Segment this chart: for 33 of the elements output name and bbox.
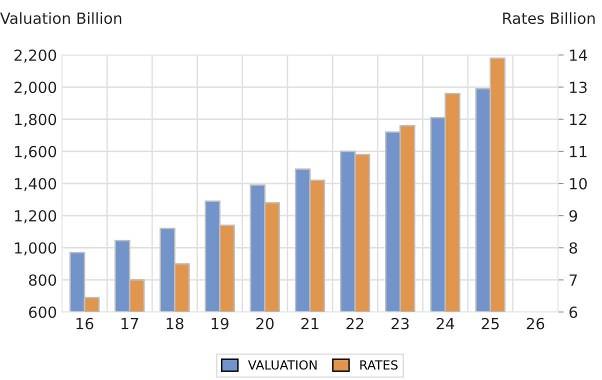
x-tick-label: 25 — [482, 318, 499, 330]
y2-tick-label: 14 — [570, 50, 587, 61]
y-axis-title: Valuation Billion — [0, 12, 122, 24]
y2-tick-label: 11 — [570, 146, 586, 158]
y2-tick-label: 8 — [569, 242, 578, 254]
y-tick-label: 600 — [29, 306, 56, 318]
y2-tick-label: 7 — [570, 274, 577, 286]
legend-label: VALUATION — [248, 360, 317, 370]
x-tick-label: 24 — [436, 318, 454, 330]
y2-axis-title: Rates Billion — [503, 12, 595, 24]
legend-label: RATES — [360, 360, 398, 370]
y-tick-label: 2,200 — [14, 49, 56, 63]
x-tick-label: 21 — [301, 318, 318, 330]
y-tick-label: 1,000 — [15, 242, 56, 256]
y2-tick-label: 6 — [569, 306, 578, 318]
x-tick-label: 22 — [346, 318, 364, 330]
y-tick-label: 1,400 — [15, 178, 56, 192]
x-tick-label: 16 — [76, 318, 94, 330]
y2-tick-label: 13 — [570, 82, 587, 94]
x-tick-label: 17 — [122, 318, 138, 330]
y-tick-label: 2,000 — [14, 82, 56, 95]
y2-tick-label: 12 — [570, 114, 586, 126]
y-tick-label: 1,600 — [15, 146, 56, 159]
x-tick-label: 19 — [212, 318, 228, 330]
x-tick-label: 20 — [256, 318, 274, 330]
y2-tick-label: 10 — [570, 178, 587, 190]
x-tick-label: 18 — [166, 318, 184, 330]
y-tick-label: 1,800 — [15, 114, 56, 127]
x-tick-label: 26 — [526, 318, 544, 330]
y-tick-label: 800 — [29, 274, 56, 286]
y2-tick-label: 9 — [569, 210, 578, 222]
y-tick-label: 1,200 — [15, 210, 56, 224]
x-tick-label: 23 — [392, 318, 409, 330]
